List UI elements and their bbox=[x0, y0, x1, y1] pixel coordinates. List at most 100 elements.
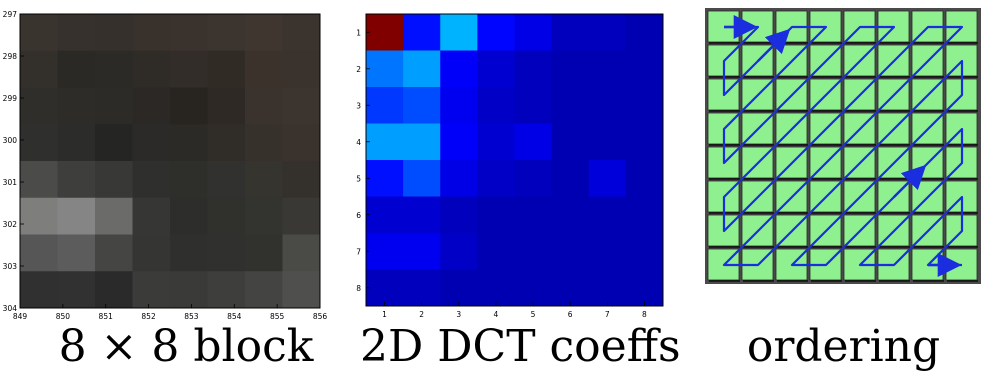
pixel-cell bbox=[132, 234, 171, 272]
dct-cell bbox=[403, 14, 441, 51]
dct-cell bbox=[477, 14, 515, 51]
dct-cell bbox=[403, 160, 441, 197]
y-tick-label: 303 bbox=[3, 262, 18, 271]
dct-cell bbox=[514, 233, 553, 270]
dct-cell bbox=[625, 196, 664, 234]
pixel-cell bbox=[20, 50, 58, 88]
dct-cell bbox=[366, 87, 404, 124]
pixel-cell bbox=[170, 271, 208, 309]
pixel-cell bbox=[207, 234, 246, 272]
dct-cell bbox=[551, 269, 590, 307]
pixel-cell bbox=[207, 124, 246, 162]
pixel-cell bbox=[207, 50, 246, 88]
dct-cell bbox=[514, 269, 553, 307]
pixel-cell bbox=[282, 14, 321, 52]
dct-cell bbox=[440, 123, 478, 161]
y-tick-label: 7 bbox=[356, 247, 361, 256]
dct-cell bbox=[440, 196, 478, 234]
pixel-cell bbox=[170, 124, 208, 162]
pixel-cell bbox=[282, 87, 321, 125]
dct-cell bbox=[588, 269, 627, 307]
dct-cell bbox=[588, 160, 627, 197]
dct-cell bbox=[477, 87, 515, 124]
pixel-cell bbox=[282, 50, 321, 88]
y-tick-label: 299 bbox=[3, 94, 18, 103]
caption-ordering: ordering bbox=[746, 321, 941, 372]
dct-cell bbox=[403, 50, 441, 88]
dct-cell bbox=[403, 123, 441, 161]
x-tick-label: 2 bbox=[419, 310, 424, 319]
dct-cell bbox=[514, 160, 553, 197]
x-tick-label: 8 bbox=[642, 310, 647, 319]
pixel-cell bbox=[20, 124, 58, 162]
dct-x-ticks: 1 2 3 4 5 6 7 8 bbox=[382, 302, 647, 319]
x-tick-label: 6 bbox=[568, 310, 573, 319]
dct-cell bbox=[440, 160, 478, 197]
pixel-cell bbox=[132, 50, 171, 88]
pixel-block-chart: 849 850 851 852 853 854 855 856 297 298 299 300 301… bbox=[3, 10, 328, 320]
dct-cell bbox=[366, 160, 404, 197]
pixel-cell bbox=[282, 234, 321, 272]
dct-cell bbox=[403, 87, 441, 124]
y-tick-label: 5 bbox=[356, 174, 361, 183]
dct-cells bbox=[366, 14, 664, 307]
pixel-cell bbox=[245, 50, 283, 88]
dct-y-ticks: 1 2 3 4 5 6 7 8 bbox=[356, 28, 370, 293]
x-tick-label: 853 bbox=[184, 312, 199, 320]
dct-cell bbox=[477, 123, 515, 161]
zigzag-arrow bbox=[893, 164, 927, 198]
x-tick-label: 7 bbox=[605, 310, 610, 319]
x-tick-label: 5 bbox=[531, 310, 536, 319]
dct-cell bbox=[551, 50, 590, 88]
dct-cell bbox=[625, 50, 664, 88]
pixel-cell bbox=[170, 14, 208, 52]
pixel-cell bbox=[95, 50, 133, 88]
pixel-cell bbox=[57, 87, 96, 125]
pixel-cell bbox=[170, 161, 208, 199]
x-tick-label: 854 bbox=[227, 312, 242, 320]
dct-cell bbox=[514, 50, 553, 88]
pixel-block-cells bbox=[20, 14, 321, 309]
pixel-block-frame bbox=[19, 13, 321, 309]
pixel-cell bbox=[20, 234, 58, 272]
dct-cell bbox=[440, 269, 478, 307]
dct-cell bbox=[366, 14, 404, 51]
dct-cell bbox=[514, 196, 553, 234]
pixel-cell bbox=[132, 87, 171, 125]
x-tick-label: 852 bbox=[141, 312, 156, 320]
pixel-cell bbox=[57, 124, 96, 162]
pixel-cell bbox=[57, 197, 96, 235]
pixel-block-y-ticks: 297 298 299 300 301 302 303 304 bbox=[3, 10, 24, 313]
dct-cell bbox=[514, 123, 553, 161]
pixel-cell bbox=[282, 197, 321, 235]
pixel-cell bbox=[20, 271, 58, 309]
dct-cell bbox=[514, 14, 553, 51]
y-tick-label: 301 bbox=[3, 178, 18, 187]
pixel-cell bbox=[132, 197, 171, 235]
pixel-cell bbox=[95, 197, 133, 235]
y-tick-label: 6 bbox=[356, 211, 361, 220]
pixel-cell bbox=[20, 197, 58, 235]
dct-cell bbox=[588, 50, 627, 88]
dct-cell bbox=[551, 233, 590, 270]
x-tick-label: 849 bbox=[13, 312, 28, 320]
dct-cell bbox=[477, 196, 515, 234]
dct-cell bbox=[551, 196, 590, 234]
pixel-cell bbox=[170, 50, 208, 88]
pixel-cell bbox=[132, 161, 171, 199]
dct-cell bbox=[514, 87, 553, 124]
dct-cell bbox=[625, 87, 664, 124]
x-tick-label: 855 bbox=[270, 312, 285, 320]
dct-cell bbox=[625, 233, 664, 270]
pixel-cell bbox=[95, 124, 133, 162]
dct-cell bbox=[588, 196, 627, 234]
dct-cell bbox=[403, 233, 441, 270]
pixel-cell bbox=[95, 14, 133, 52]
x-tick-label: 4 bbox=[494, 310, 499, 319]
pixel-cell bbox=[207, 87, 246, 125]
dct-cell bbox=[366, 233, 404, 270]
pixel-cell bbox=[245, 161, 283, 199]
dct-cell bbox=[477, 269, 515, 307]
x-tick-label: 856 bbox=[313, 312, 328, 320]
x-tick-label: 850 bbox=[56, 312, 71, 320]
